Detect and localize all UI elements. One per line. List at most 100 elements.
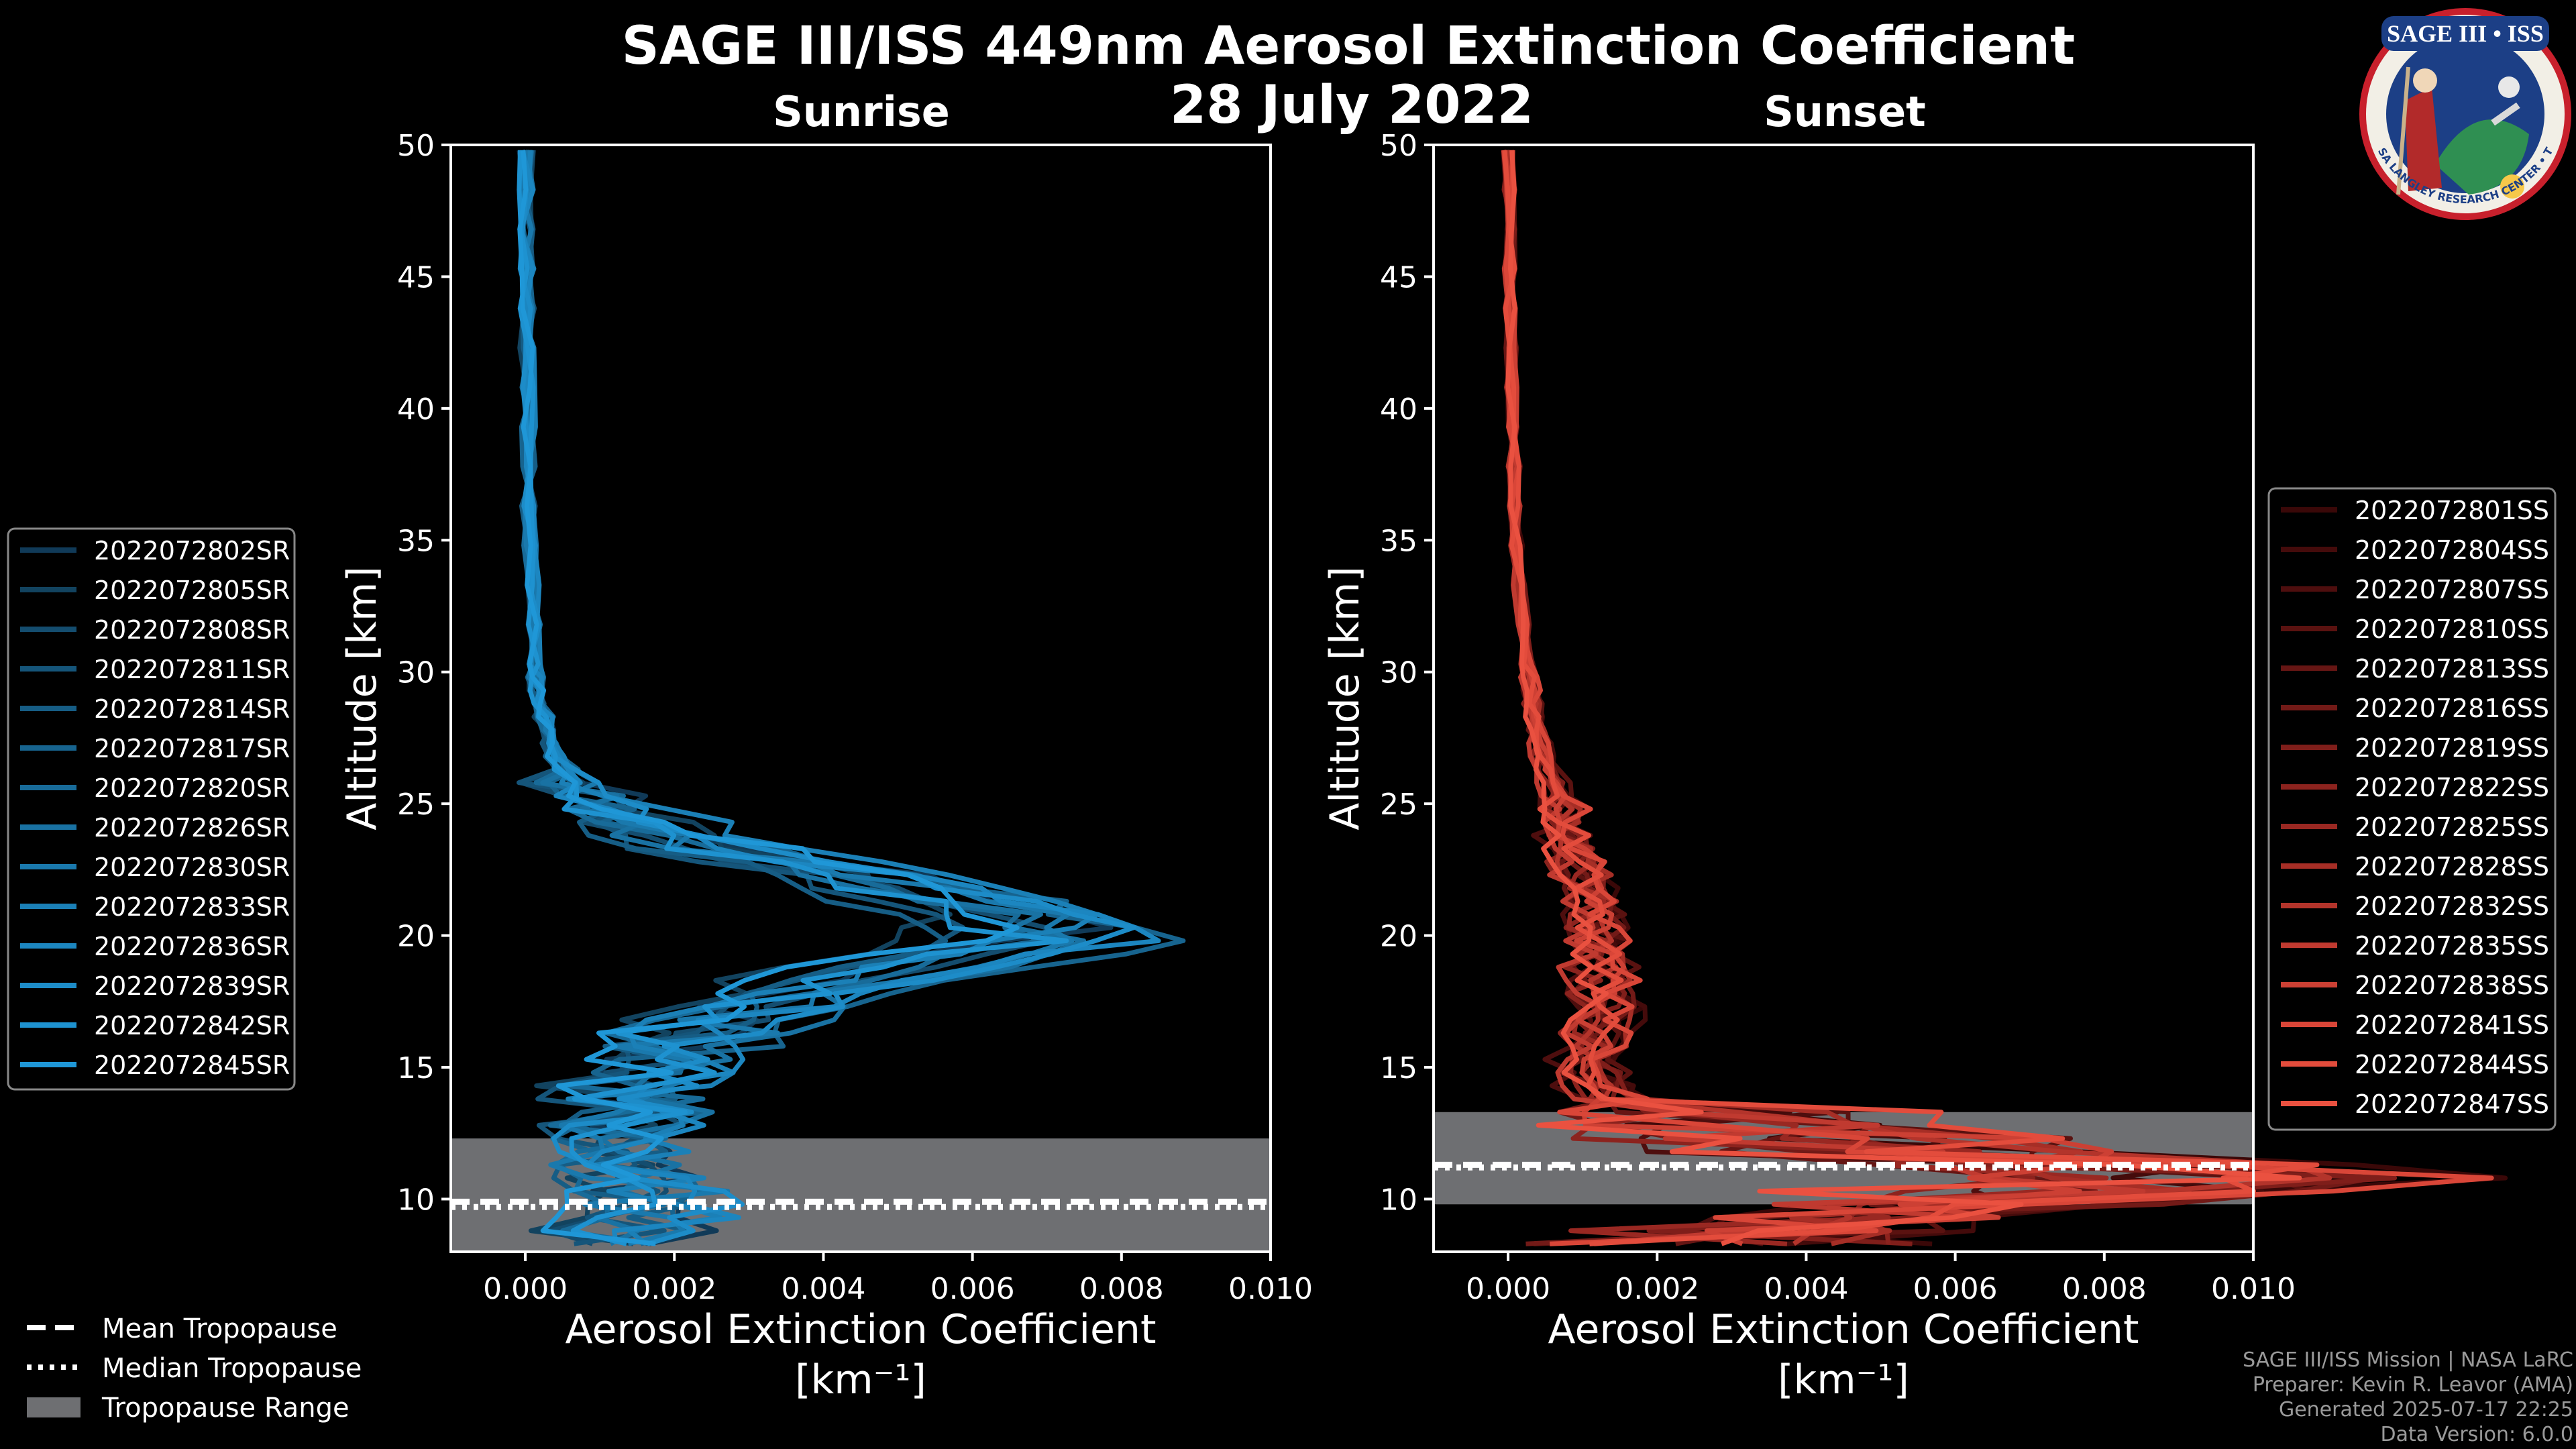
x-tick-label: 0.008 [1079, 1272, 1164, 1306]
sunset-y-axis-label: Altitude [km] [1322, 566, 1368, 830]
legend-label-2022072808SR: 2022072808SR [94, 615, 290, 645]
legend-label-2022072841SS: 2022072841SS [2355, 1010, 2549, 1040]
sunset-legend: 2022072801SS 2022072804SS 2022072807SS 2022… [2267, 487, 2557, 1131]
logo-moon [2498, 76, 2520, 98]
x-tick-label: 0.006 [930, 1272, 1015, 1306]
sunrise-panel-title: Sunrise [773, 87, 950, 136]
logo-title: SAGE III • ISS [2387, 20, 2544, 47]
credit-line-mission: SAGE III/ISS Mission | NASA LaRC [2243, 1348, 2573, 1372]
profile-line-2022072825SS [1504, 150, 2109, 1246]
x-tick-label: 0.008 [2062, 1272, 2147, 1306]
x-tick-label: 0.000 [483, 1272, 568, 1306]
profile-line-2022072816SS [1503, 150, 2377, 1246]
legend-label-2022072817SR: 2022072817SR [94, 734, 290, 763]
profile-line-2022072844SS [1502, 150, 2320, 1246]
y-tick-label: 50 [397, 129, 435, 163]
credit-line-version: Data Version: 6.0.0 [2381, 1423, 2573, 1446]
legend-label-2022072836SR: 2022072836SR [94, 932, 290, 961]
logo-iss-station [2491, 102, 2520, 126]
credit-line-generated: Generated 2025-07-17 22:25 [2279, 1398, 2573, 1421]
mean-tropopause-legend-label: Mean Tropopause [102, 1313, 337, 1344]
y-tick-label: 35 [397, 524, 435, 558]
x-tick-label: 0.002 [632, 1272, 716, 1306]
sunrise-legend: 2022072802SR 2022072805SR 2022072808SR 2022… [7, 527, 296, 1091]
legend-label-2022072807SS: 2022072807SS [2355, 575, 2549, 604]
legend-label-2022072811SR: 2022072811SR [94, 655, 290, 684]
tropopause-range-legend-label: Tropopause Range [101, 1393, 350, 1424]
credits: SAGE III/ISS Mission | NASA LaRC Prepare… [2243, 1348, 2573, 1446]
sunrise-profile-lines [517, 149, 1186, 1246]
x-tick-label: 0.004 [781, 1272, 865, 1306]
legend-label-2022072826SR: 2022072826SR [94, 813, 290, 843]
y-tick-label: 35 [1380, 524, 1417, 558]
legend-label-2022072813SS: 2022072813SS [2355, 654, 2549, 684]
y-tick-label: 45 [1380, 260, 1417, 294]
figure-date: 28 July 2022 [1170, 75, 1534, 136]
y-tick-label: 45 [397, 260, 435, 294]
sunrise-x-axis-label: Aerosol Extinction Coefficient [566, 1306, 1157, 1353]
x-tick-label: 0.010 [2211, 1272, 2296, 1306]
legend-label-2022072810SS: 2022072810SS [2355, 614, 2549, 644]
figure-title: SAGE III/ISS 449nm Aerosol Extinction Co… [622, 16, 2076, 76]
x-tick-label: 0.006 [1913, 1272, 1998, 1306]
legend-label-2022072844SS: 2022072844SS [2355, 1050, 2549, 1079]
legend-label-2022072801SS: 2022072801SS [2355, 496, 2549, 525]
tropopause-range-legend-swatch [27, 1397, 80, 1417]
sunrise-plot: 0.000 0.002 0.004 0.006 0.008 0.010 10 15 20 25 30… [339, 129, 1313, 1403]
sunrise-x-axis-unit: [km⁻¹] [795, 1356, 926, 1403]
profile-line-2022072838SS [1501, 150, 2114, 1246]
y-tick-label: 50 [1380, 129, 1417, 163]
sunset-panel-title: Sunset [1764, 87, 1926, 136]
logo-staff [2396, 66, 2410, 195]
logo-sun [2500, 174, 2524, 199]
legend-label-2022072847SS: 2022072847SS [2355, 1089, 2549, 1119]
sunrise-axes-frame [449, 144, 1272, 1253]
legend-label-2022072805SR: 2022072805SR [94, 576, 290, 605]
sunset-axes-frame [1432, 144, 2255, 1253]
y-tick-label: 40 [397, 392, 435, 427]
profile-line-2022072810SS [1506, 150, 2312, 1246]
y-tick-label: 10 [1380, 1183, 1417, 1217]
sunrise-axis-ticks: 0.000 0.002 0.004 0.006 0.008 0.010 10 15 20 25 30… [397, 129, 1313, 1306]
profile-line-2022072842SR [517, 150, 1069, 1246]
legend-label-2022072802SR: 2022072802SR [94, 536, 290, 566]
logo-sage-figure-robe [2405, 87, 2442, 191]
sunset-legend-box [2267, 487, 2557, 1131]
legend-label-2022072820SR: 2022072820SR [94, 773, 290, 803]
sunrise-legend-box [7, 527, 296, 1091]
sunset-axis-ticks: 0.000 0.002 0.004 0.006 0.008 0.010 10 15 20 25 30… [1380, 129, 2296, 1306]
legend-label-2022072825SS: 2022072825SS [2355, 812, 2549, 842]
x-tick-label: 0.010 [1228, 1272, 1313, 1306]
x-tick-label: 0.000 [1466, 1272, 1550, 1306]
legend-label-2022072804SS: 2022072804SS [2355, 535, 2549, 565]
legend-label-2022072819SS: 2022072819SS [2355, 733, 2549, 763]
sunset-x-axis-label: Aerosol Extinction Coefficient [1548, 1306, 2139, 1353]
legend-label-2022072830SR: 2022072830SR [94, 853, 290, 882]
legend-label-2022072838SS: 2022072838SS [2355, 971, 2549, 1000]
legend-label-2022072814SR: 2022072814SR [94, 694, 290, 724]
median-tropopause-legend-label: Median Tropopause [102, 1353, 362, 1384]
sunset-profile-lines [1501, 150, 2508, 1246]
y-tick-label: 15 [1380, 1051, 1417, 1085]
legend-label-2022072832SS: 2022072832SS [2355, 892, 2549, 921]
y-tick-label: 30 [397, 656, 435, 690]
legend-label-2022072835SS: 2022072835SS [2355, 931, 2549, 961]
y-tick-label: 30 [1380, 656, 1417, 690]
sunset-plot: 0.000 0.002 0.004 0.006 0.008 0.010 10 15 20 25 30… [1322, 129, 2508, 1403]
profile-line-2022072847SS [1505, 150, 2302, 1246]
x-tick-label: 0.004 [1764, 1272, 1848, 1306]
x-tick-label: 0.002 [1615, 1272, 1699, 1306]
y-tick-label: 20 [1380, 920, 1417, 954]
profile-line-2022072819SS [1501, 150, 2398, 1246]
legend-label-2022072842SR: 2022072842SR [94, 1011, 290, 1040]
logo-earth-land [2435, 119, 2529, 195]
y-tick-label: 10 [397, 1183, 435, 1217]
legend-label-2022072845SR: 2022072845SR [94, 1051, 290, 1080]
sunrise-y-axis-label: Altitude [km] [339, 566, 386, 830]
sunset-x-axis-unit: [km⁻¹] [1778, 1356, 1909, 1403]
legend-label-2022072822SS: 2022072822SS [2355, 773, 2549, 802]
profile-line-2022072845SR [517, 150, 1020, 1246]
y-tick-label: 40 [1380, 392, 1417, 427]
y-tick-label: 25 [1380, 788, 1417, 822]
profile-line-2022072811SR [517, 150, 966, 1246]
